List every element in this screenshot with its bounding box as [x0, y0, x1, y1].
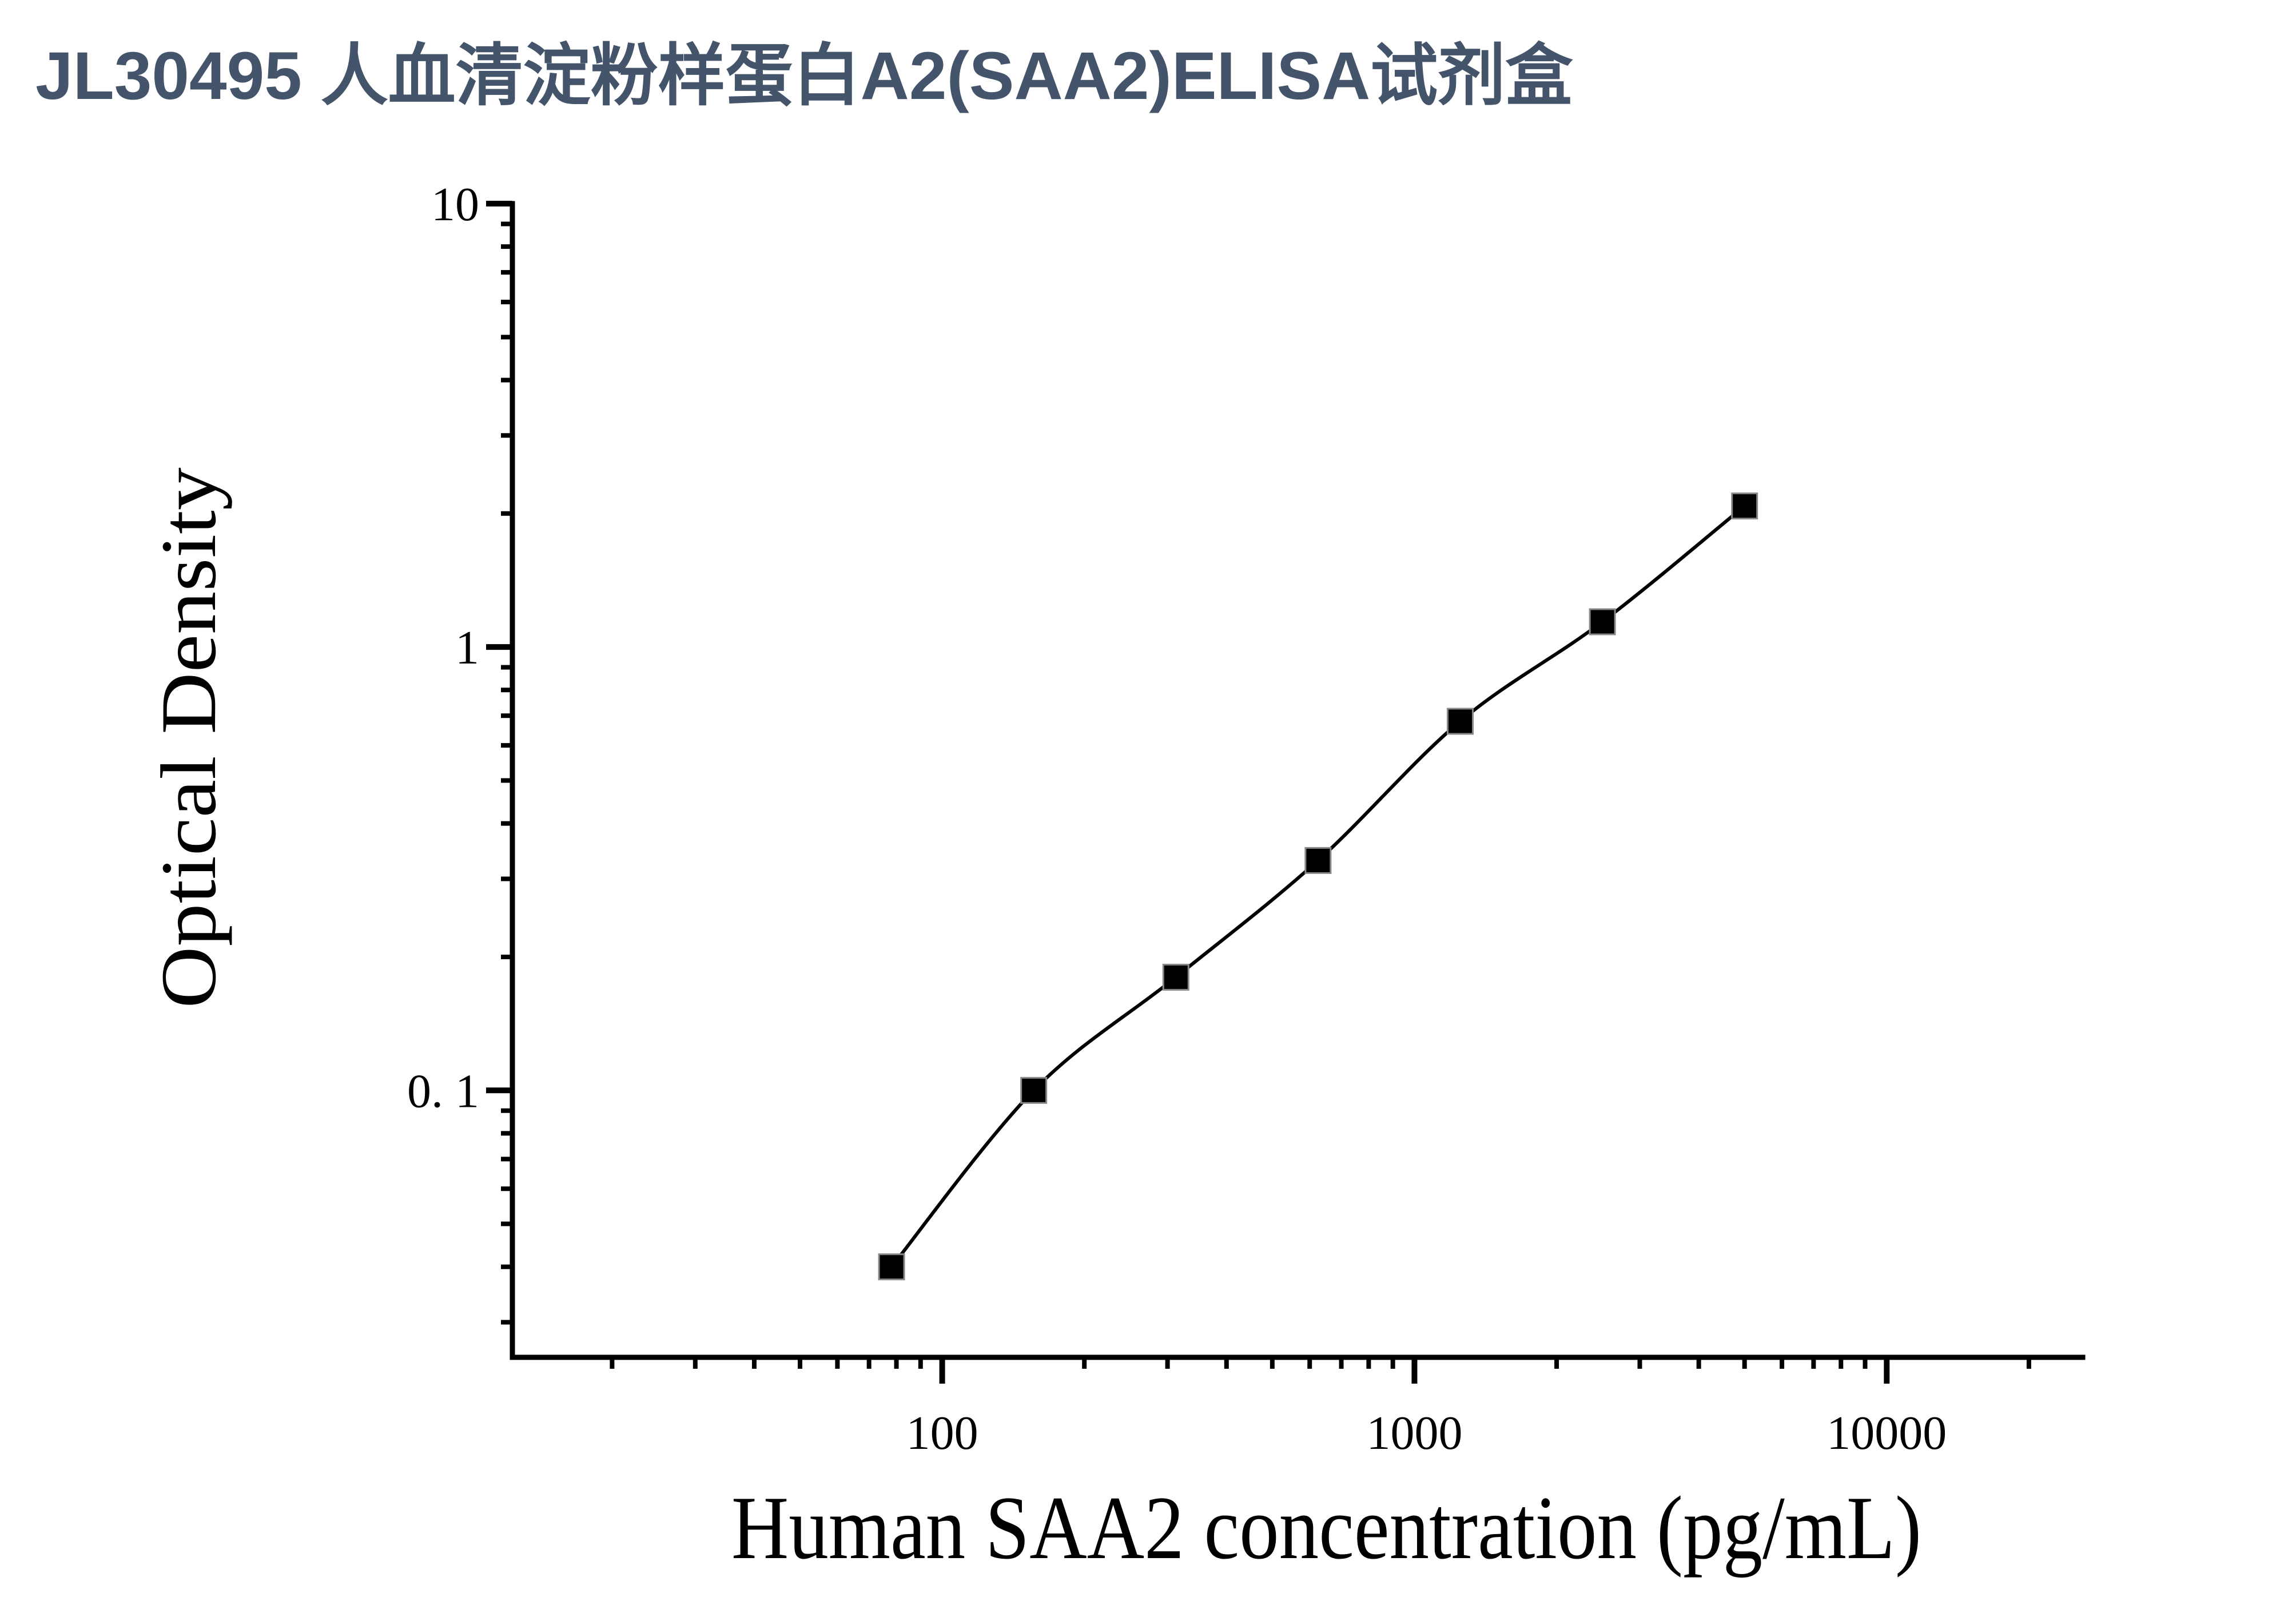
kit-title: JL30495 人血清淀粉样蛋白A2(SAA2)ELISA试剂盒 — [35, 38, 1573, 114]
y-tick-label: 0. 1 — [407, 1064, 479, 1118]
x-tick-label: 10000 — [1827, 1407, 1947, 1460]
axes — [510, 201, 2086, 1360]
data-point-marker — [878, 1253, 905, 1281]
axis-lines — [510, 201, 2086, 1360]
y-tick-label: 1 — [455, 621, 479, 674]
y-axis-title-text: Optical Density — [145, 467, 233, 1008]
curve-line — [890, 504, 1746, 1268]
data-point-marker — [1589, 608, 1616, 635]
x-axis-title-text: Human SAA2 concentration (pg/mL) — [731, 1478, 1922, 1578]
data-point-marker — [1731, 492, 1758, 520]
standard-curve-path — [890, 504, 1746, 1268]
data-point-marker — [1020, 1076, 1048, 1104]
tick-labels: 10 1 0. 1 100 1000 10000 — [407, 178, 1947, 1460]
data-points — [878, 492, 1758, 1281]
x-tick-label: 100 — [906, 1407, 978, 1460]
data-point-marker — [1162, 963, 1189, 991]
x-tick-label: 1000 — [1366, 1407, 1462, 1460]
axis-ticks — [486, 201, 2031, 1384]
y-tick-label: 10 — [431, 178, 479, 231]
data-point-marker — [1446, 708, 1474, 735]
data-point-marker — [1304, 847, 1332, 874]
